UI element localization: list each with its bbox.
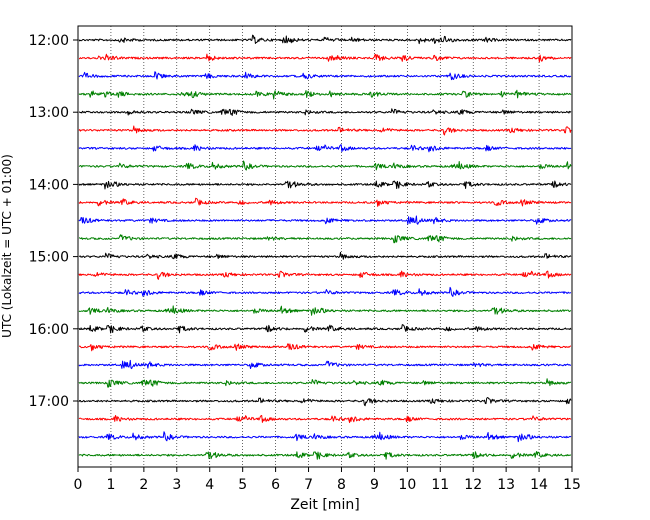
x-tick-label-5: 5: [238, 477, 247, 493]
trace-1215: [78, 53, 572, 63]
trace-1400: [78, 180, 572, 190]
x-tick-label-1: 1: [106, 477, 115, 493]
trace-1600: [78, 324, 572, 334]
traces: [78, 34, 572, 460]
trace-1245: [78, 89, 572, 100]
trace-1445: [78, 234, 572, 244]
trace-1515: [78, 270, 572, 280]
trace-1430: [78, 215, 572, 225]
trace-1315: [78, 125, 572, 136]
trace-1415: [78, 197, 572, 207]
x-tick-label-11: 11: [431, 477, 449, 493]
trace-1230: [78, 71, 572, 81]
x-tick-label-10: 10: [398, 477, 416, 493]
x-tick-label-4: 4: [205, 477, 214, 493]
trace-1630: [78, 359, 572, 370]
trace-1200: [78, 34, 572, 45]
x-tick-label-0: 0: [74, 477, 83, 493]
y-tick-label-1: 13:00: [29, 105, 69, 121]
y-tick-label-3: 15:00: [29, 250, 69, 266]
y-tick-label-2: 14:00: [29, 177, 69, 193]
trace-1300: [78, 108, 572, 116]
x-tick-label-8: 8: [337, 477, 346, 493]
x-tick-label-2: 2: [139, 477, 148, 493]
plot-frame: [77, 25, 573, 468]
trace-1615: [78, 343, 572, 352]
y-axis-label: UTC (Lokalzeit = UTC + 01:00): [0, 154, 14, 338]
x-axis-ticks: 0 1 2 3 4 5 6 7 8 9 10 11 12 13 14 15: [74, 467, 581, 493]
trace-1345: [78, 160, 572, 171]
y-tick-label-4: 16:00: [29, 322, 69, 338]
x-tick-label-12: 12: [464, 477, 482, 493]
trace-1700: [78, 397, 572, 407]
trace-1715: [78, 414, 572, 424]
x-tick-label-15: 15: [563, 477, 581, 493]
trace-1530: [78, 286, 572, 297]
trace-1745: [78, 451, 572, 460]
trace-1730: [78, 431, 572, 443]
x-axis-label: Zeit [min]: [290, 497, 359, 513]
y-tick-label-5: 17:00: [29, 394, 69, 410]
x-tick-label-7: 7: [304, 477, 313, 493]
x-tick-label-3: 3: [172, 477, 181, 493]
trace-1545: [78, 305, 572, 316]
x-tick-label-14: 14: [530, 477, 548, 493]
y-tick-label-0: 12:00: [29, 33, 69, 49]
trace-1645: [78, 378, 572, 388]
x-tick-label-13: 13: [497, 477, 515, 493]
x-tick-label-9: 9: [370, 477, 379, 493]
x-tick-label-6: 6: [271, 477, 280, 493]
y-axis-ticks: 12:00 13:00 14:00 15:00 16:00 17:00: [29, 33, 78, 410]
trace-1330: [78, 144, 572, 153]
trace-1500: [78, 251, 572, 260]
